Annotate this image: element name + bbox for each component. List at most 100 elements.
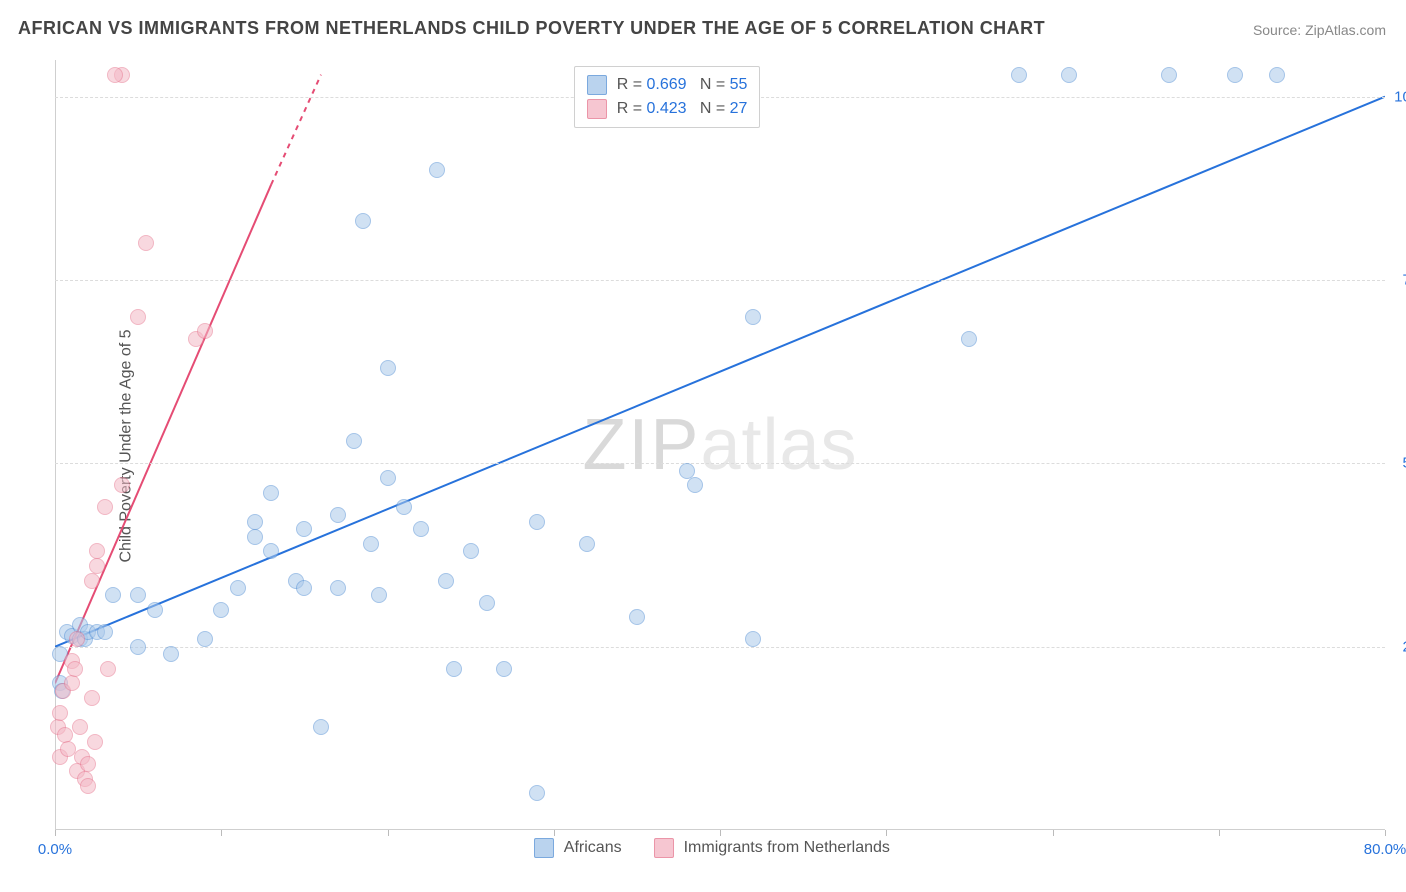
x-tick-mark <box>1053 830 1054 836</box>
x-tick-mark <box>388 830 389 836</box>
scatter-point <box>87 734 103 750</box>
scatter-point <box>64 675 80 691</box>
scatter-point <box>438 573 454 589</box>
scatter-point <box>213 602 229 618</box>
chart-title: AFRICAN VS IMMIGRANTS FROM NETHERLANDS C… <box>18 18 1045 39</box>
legend-swatch <box>534 838 554 858</box>
scatter-point <box>247 514 263 530</box>
source-attribution: Source: ZipAtlas.com <box>1253 22 1386 38</box>
scatter-point <box>579 536 595 552</box>
scatter-point <box>296 521 312 537</box>
scatter-point <box>679 463 695 479</box>
scatter-point <box>84 690 100 706</box>
y-tick-label: 75.0% <box>1402 272 1406 289</box>
scatter-point <box>67 661 83 677</box>
chart-container: AFRICAN VS IMMIGRANTS FROM NETHERLANDS C… <box>0 0 1406 892</box>
scatter-point <box>296 580 312 596</box>
legend-series: Africans Immigrants from Netherlands <box>534 838 912 858</box>
x-tick-mark <box>554 830 555 836</box>
scatter-point <box>330 580 346 596</box>
scatter-point <box>1061 67 1077 83</box>
scatter-point <box>72 719 88 735</box>
gridline-h <box>55 647 1385 648</box>
legend-stat-text: R = 0.423 N = 27 <box>617 100 748 118</box>
scatter-point <box>463 543 479 559</box>
gridline-h <box>55 280 1385 281</box>
scatter-point <box>69 631 85 647</box>
legend-stats: R = 0.669 N = 55 R = 0.423 N = 27 <box>574 66 761 128</box>
scatter-point <box>346 433 362 449</box>
scatter-point <box>97 624 113 640</box>
scatter-point <box>413 521 429 537</box>
scatter-point <box>263 543 279 559</box>
scatter-point <box>130 587 146 603</box>
scatter-point <box>247 529 263 545</box>
scatter-point <box>313 719 329 735</box>
scatter-point <box>100 661 116 677</box>
legend-stats-row: R = 0.423 N = 27 <box>587 97 748 121</box>
x-tick-mark <box>886 830 887 836</box>
trend-line-dashed <box>271 75 321 185</box>
scatter-point <box>396 499 412 515</box>
scatter-point <box>138 235 154 251</box>
trend-line <box>55 97 1385 647</box>
scatter-point <box>496 661 512 677</box>
legend-series-label: Immigrants from Netherlands <box>684 839 890 857</box>
scatter-point <box>80 778 96 794</box>
scatter-point <box>197 323 213 339</box>
scatter-point <box>130 309 146 325</box>
gridline-h <box>55 463 1385 464</box>
scatter-point <box>89 543 105 559</box>
scatter-point <box>130 639 146 655</box>
scatter-point <box>84 573 100 589</box>
legend-swatch <box>654 838 674 858</box>
trendlines-svg <box>55 60 1385 830</box>
legend-swatch <box>587 75 607 95</box>
scatter-point <box>479 595 495 611</box>
x-tick-mark <box>55 830 56 836</box>
scatter-point <box>114 477 130 493</box>
scatter-point <box>57 727 73 743</box>
scatter-point <box>629 609 645 625</box>
scatter-point <box>1269 67 1285 83</box>
x-tick-mark <box>1385 830 1386 836</box>
scatter-point <box>1161 67 1177 83</box>
scatter-point <box>230 580 246 596</box>
scatter-point <box>107 67 123 83</box>
x-tick-label: 0.0% <box>38 841 72 858</box>
scatter-point <box>147 602 163 618</box>
scatter-point <box>745 309 761 325</box>
scatter-point <box>429 162 445 178</box>
scatter-point <box>89 558 105 574</box>
scatter-point <box>446 661 462 677</box>
scatter-point <box>371 587 387 603</box>
watermark: ZIPatlas <box>582 404 857 486</box>
scatter-point <box>1227 67 1243 83</box>
scatter-point <box>363 536 379 552</box>
scatter-point <box>687 477 703 493</box>
plot-area: ZIPatlas 25.0%50.0%75.0%100.0%0.0%80.0%R… <box>55 60 1385 830</box>
y-tick-label: 100.0% <box>1394 88 1406 105</box>
scatter-point <box>380 360 396 376</box>
scatter-point <box>97 499 113 515</box>
trend-line <box>55 185 271 684</box>
y-tick-label: 25.0% <box>1402 638 1406 655</box>
x-tick-mark <box>1219 830 1220 836</box>
scatter-point <box>380 470 396 486</box>
scatter-point <box>330 507 346 523</box>
x-tick-mark <box>720 830 721 836</box>
scatter-point <box>163 646 179 662</box>
scatter-point <box>80 756 96 772</box>
scatter-point <box>105 587 121 603</box>
scatter-point <box>263 485 279 501</box>
scatter-point <box>745 631 761 647</box>
x-tick-label: 80.0% <box>1364 841 1406 858</box>
scatter-point <box>355 213 371 229</box>
scatter-point <box>197 631 213 647</box>
watermark-part2: atlas <box>700 405 857 485</box>
legend-stats-row: R = 0.669 N = 55 <box>587 73 748 97</box>
legend-series-label: Africans <box>564 839 622 857</box>
scatter-point <box>961 331 977 347</box>
x-tick-mark <box>221 830 222 836</box>
scatter-point <box>52 705 68 721</box>
